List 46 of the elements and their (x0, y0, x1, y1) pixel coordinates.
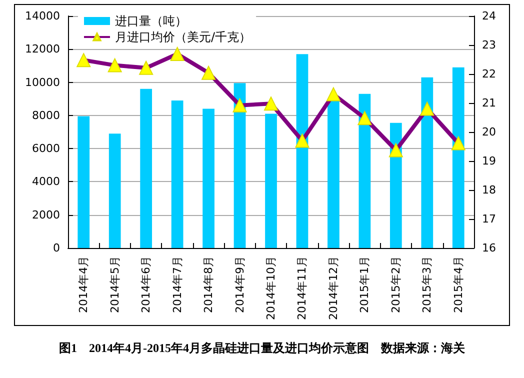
x-tick-label: 2014年6月 (140, 256, 153, 313)
bar (390, 122, 402, 248)
y-tick-label: 0 (53, 242, 60, 254)
y2-tick-label: 22 (482, 68, 496, 80)
x-tick-label: 2015年1月 (358, 256, 372, 313)
bar (421, 77, 434, 248)
bar (108, 134, 121, 248)
x-tick-label: 2015年2月 (389, 256, 402, 313)
bar (171, 100, 184, 248)
x-tick-label: 2014年11月 (296, 256, 309, 320)
legend-label: 月进口均价（美元/千克） (115, 30, 252, 44)
x-tick-label: 2014年5月 (108, 256, 122, 313)
bar (78, 116, 90, 248)
y2-tick-label: 21 (482, 96, 496, 110)
y-tick-label: 2000 (32, 208, 60, 222)
bar (234, 83, 246, 248)
caption: 图1 2014年4月-2015年4月多晶硅进口量及进口均价示意图 数据来源：海关 (58, 340, 466, 357)
y2-tick-label: 18 (482, 184, 496, 196)
bar (358, 94, 371, 248)
y2-tick-label: 16 (482, 242, 496, 254)
y2-tick-label: 23 (482, 38, 496, 52)
y-tick-label: 4000 (32, 175, 60, 188)
y2-tick-label: 24 (482, 10, 496, 22)
y2-tick-label: 17 (482, 212, 496, 226)
legend-label: 进口量（吨） (115, 14, 187, 28)
y-tick-label: 6000 (32, 142, 60, 156)
x-tick-label: 2014年10月 (264, 256, 278, 320)
x-tick-label: 2014年7月 (170, 256, 184, 313)
bar (296, 54, 308, 248)
bar (265, 114, 277, 248)
y-tick-label: 10000 (25, 76, 60, 89)
bar (452, 67, 464, 248)
x-tick-label: 2014年4月 (77, 256, 90, 313)
bar (140, 88, 152, 248)
x-tick-label: 2014年12月 (326, 256, 340, 320)
x-tick-label: 2015年3月 (420, 256, 434, 313)
x-tick-label: 2014年9月 (233, 256, 246, 313)
x-tick-label: 2014年8月 (202, 256, 216, 313)
y-tick-label: 14000 (25, 10, 60, 22)
bar (328, 100, 340, 248)
y-tick-label: 8000 (32, 108, 60, 122)
x-tick-label: 2015年4月 (452, 256, 465, 313)
bar (202, 108, 214, 248)
y2-tick-label: 19 (482, 154, 496, 168)
y-tick-label: 12000 (25, 42, 60, 56)
y2-tick-label: 20 (482, 126, 496, 138)
